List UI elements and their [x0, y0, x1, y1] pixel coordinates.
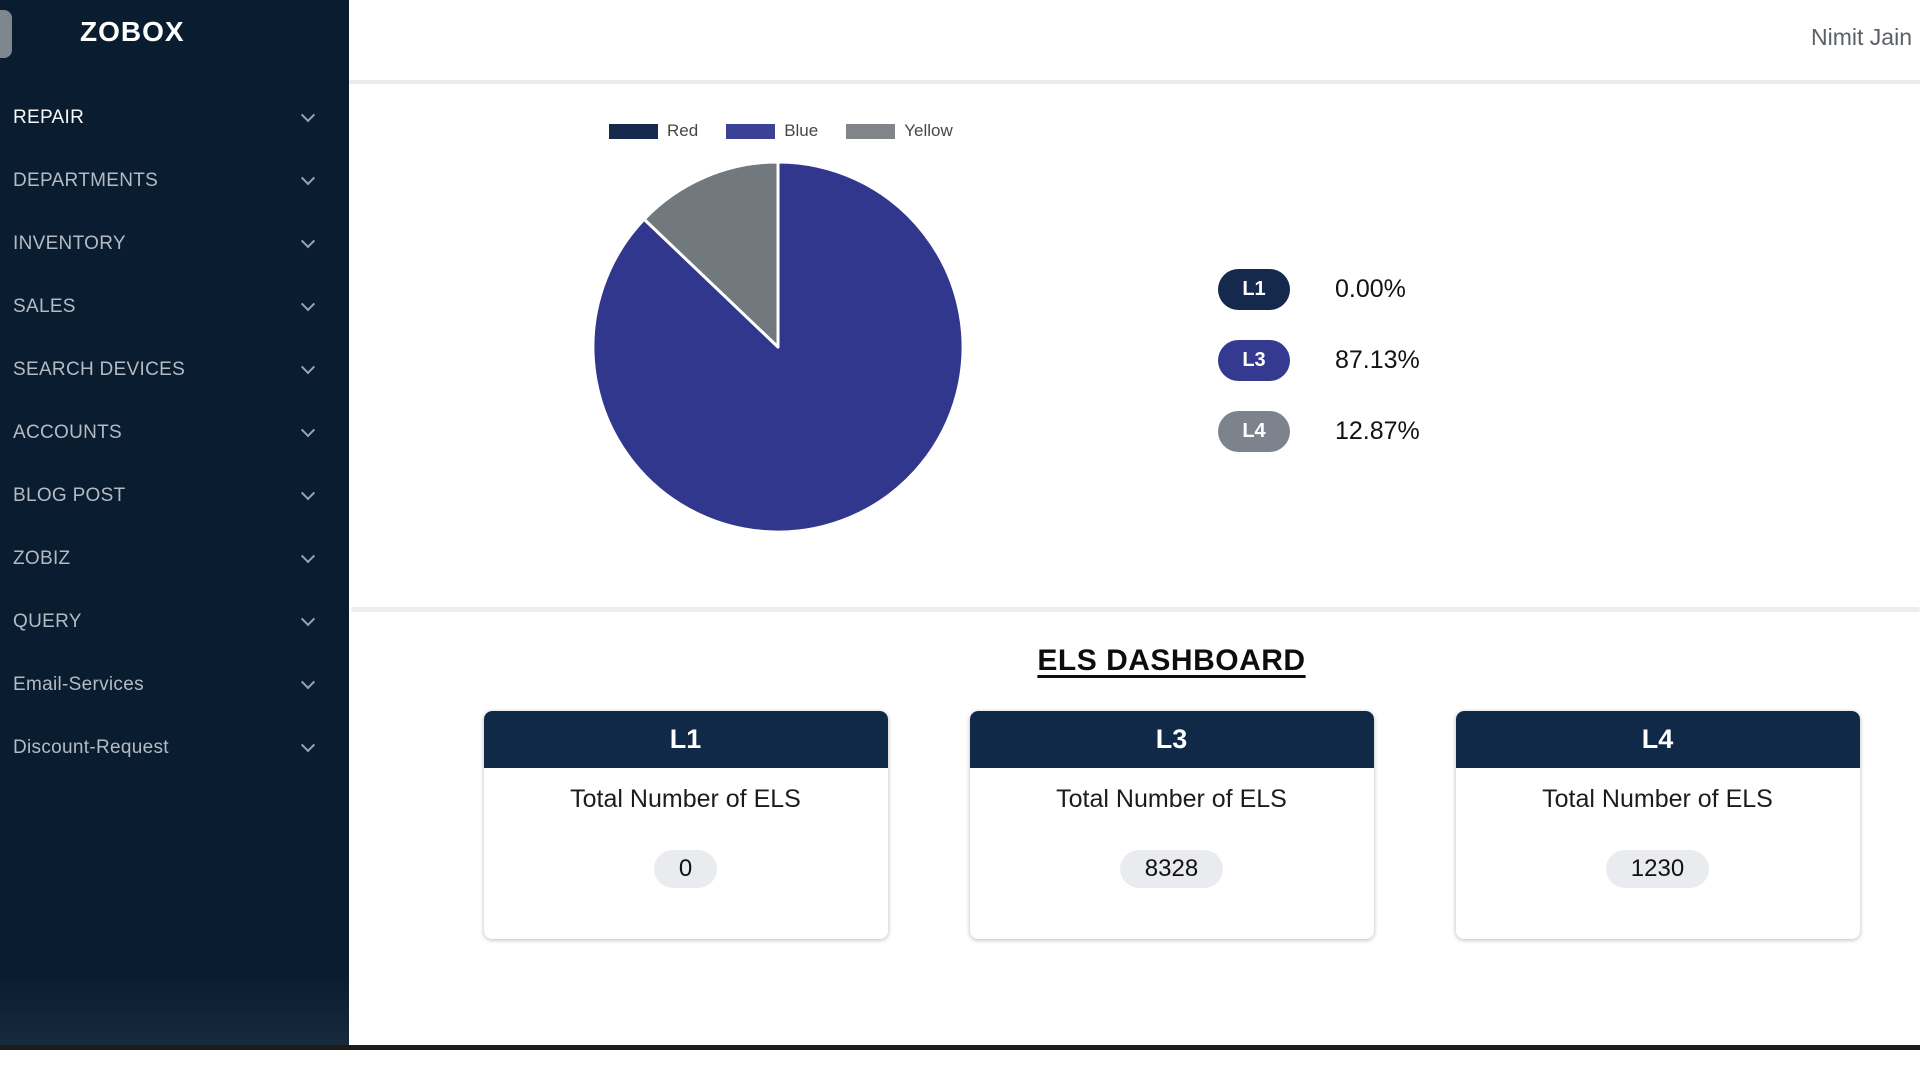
chevron-down-icon	[300, 296, 316, 311]
chevron-down-icon	[300, 422, 316, 437]
els-card-l1: L1 Total Number of ELS 0	[483, 711, 888, 939]
stat-row-l3: L3 87.13%	[1218, 340, 1420, 381]
sidebar-item-label: Discount-Request	[13, 736, 169, 758]
sidebar-item-label: ACCOUNTS	[13, 421, 123, 443]
stat-badge-l1: L1	[1218, 269, 1290, 310]
chevron-down-icon	[300, 674, 316, 689]
top-header: Nimit Jain	[349, 0, 1920, 84]
els-card-title: L1	[483, 711, 888, 768]
sidebar-item-departments[interactable]: DEPARTMENTS	[0, 149, 349, 212]
els-card-l4: L4 Total Number of ELS 1230	[1455, 711, 1860, 939]
legend-swatch	[726, 123, 776, 139]
sidebar-item-label: ZOBIZ	[13, 547, 71, 569]
sidebar-item-inventory[interactable]: INVENTORY	[0, 212, 349, 275]
sidebar-item-label: REPAIR	[13, 106, 85, 128]
sidebar-item-sales[interactable]: SALES	[0, 275, 349, 338]
sidebar-nav: REPAIR DEPARTMENTS INVENTORY SALES SEARC…	[0, 86, 349, 779]
chevron-down-icon	[300, 233, 316, 248]
stat-percent: 12.87%	[1335, 417, 1420, 445]
sidebar-toggle-handle[interactable]	[0, 10, 12, 58]
sidebar-item-search-devices[interactable]: SEARCH DEVICES	[0, 338, 349, 401]
sidebar: ZOBOX REPAIR DEPARTMENTS INVENTORY SALES…	[0, 0, 349, 1045]
stat-row-l1: L1 0.00%	[1218, 269, 1420, 310]
els-card-value: 8328	[1119, 850, 1224, 888]
els-card-subtitle: Total Number of ELS	[1542, 785, 1773, 813]
sidebar-item-label: BLOG POST	[13, 484, 126, 506]
sidebar-item-label: DEPARTMENTS	[13, 169, 159, 191]
stat-percent: 0.00%	[1335, 275, 1406, 303]
chevron-down-icon	[300, 107, 316, 122]
legend-swatch	[846, 123, 896, 139]
chevron-down-icon	[300, 359, 316, 374]
sidebar-item-accounts[interactable]: ACCOUNTS	[0, 401, 349, 464]
sidebar-item-email-services[interactable]: Email-Services	[0, 653, 349, 716]
sidebar-item-label: QUERY	[13, 610, 82, 632]
chart-legend: Red Blue Yellow	[609, 121, 981, 141]
sidebar-item-label: SEARCH DEVICES	[13, 358, 186, 380]
els-card-l3: L3 Total Number of ELS 8328	[969, 711, 1374, 939]
legend-label: Blue	[784, 121, 819, 140]
legend-item-blue[interactable]: Blue	[726, 121, 818, 141]
els-card-title: L4	[1455, 711, 1860, 768]
window-bottom-edge	[0, 1045, 1920, 1050]
sidebar-item-discount-request[interactable]: Discount-Request	[0, 716, 349, 779]
sidebar-item-label: INVENTORY	[13, 232, 126, 254]
chevron-down-icon	[300, 548, 316, 563]
els-dashboard-heading: ELS DASHBOARD	[1037, 644, 1306, 677]
els-cards-row: L1 Total Number of ELS 0 L3 Total Number…	[423, 711, 1920, 939]
sidebar-item-label: SALES	[13, 295, 76, 317]
els-card-subtitle: Total Number of ELS	[1056, 785, 1287, 813]
chevron-down-icon	[300, 611, 316, 626]
els-card-subtitle: Total Number of ELS	[570, 785, 801, 813]
legend-label: Yellow	[904, 121, 953, 140]
stat-badge-l4: L4	[1218, 411, 1290, 452]
stat-badge-l3: L3	[1218, 340, 1290, 381]
section-divider	[351, 607, 1920, 612]
els-card-value: 0	[653, 850, 718, 888]
legend-label: Red	[667, 121, 699, 140]
sidebar-item-repair[interactable]: REPAIR	[0, 86, 349, 149]
stat-percent: 87.13%	[1335, 346, 1420, 374]
legend-item-red[interactable]: Red	[609, 121, 698, 141]
chevron-down-icon	[300, 485, 316, 500]
sidebar-item-zobiz[interactable]: ZOBIZ	[0, 527, 349, 590]
sidebar-item-query[interactable]: QUERY	[0, 590, 349, 653]
sidebar-item-blog-post[interactable]: BLOG POST	[0, 464, 349, 527]
els-dashboard-section: ELS DASHBOARD L1 Total Number of ELS 0 L…	[423, 644, 1920, 939]
user-name[interactable]: Nimit Jain	[1811, 24, 1912, 50]
pie-stats: L1 0.00% L3 87.13% L4 12.87%	[1218, 269, 1420, 482]
pie-chart[interactable]	[590, 159, 966, 535]
els-card-value: 1230	[1605, 850, 1710, 888]
chevron-down-icon	[300, 737, 316, 752]
sidebar-item-label: Email-Services	[13, 673, 144, 695]
chevron-down-icon	[300, 170, 316, 185]
legend-item-yellow[interactable]: Yellow	[846, 121, 953, 141]
stat-row-l4: L4 12.87%	[1218, 411, 1420, 452]
legend-swatch	[609, 123, 658, 139]
els-card-title: L3	[969, 711, 1374, 768]
brand-logo: ZOBOX	[80, 16, 185, 47]
